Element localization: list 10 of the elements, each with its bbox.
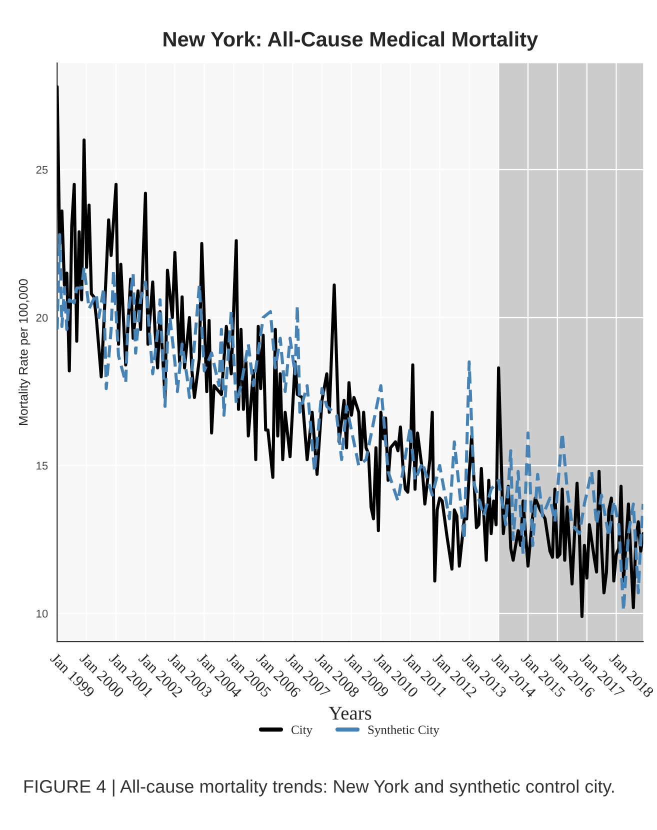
y-tick-label: 25	[36, 166, 48, 174]
legend-label: City	[291, 726, 312, 737]
y-axis-title: Mortality Rate per 100,000	[18, 279, 30, 425]
caption: FIGURE 4 | All-cause mortality trends: New York and synthetic control city.	[24, 780, 614, 796]
x-axis-title: Years	[328, 706, 372, 720]
chart-title: New York: All-Cause Medical Mortality	[164, 31, 538, 51]
legend-label: Synthetic City	[368, 725, 440, 737]
y-tick-label: 20	[36, 314, 48, 322]
y-tick-label: 10	[36, 610, 48, 618]
y-tick-label: 15	[36, 462, 48, 470]
